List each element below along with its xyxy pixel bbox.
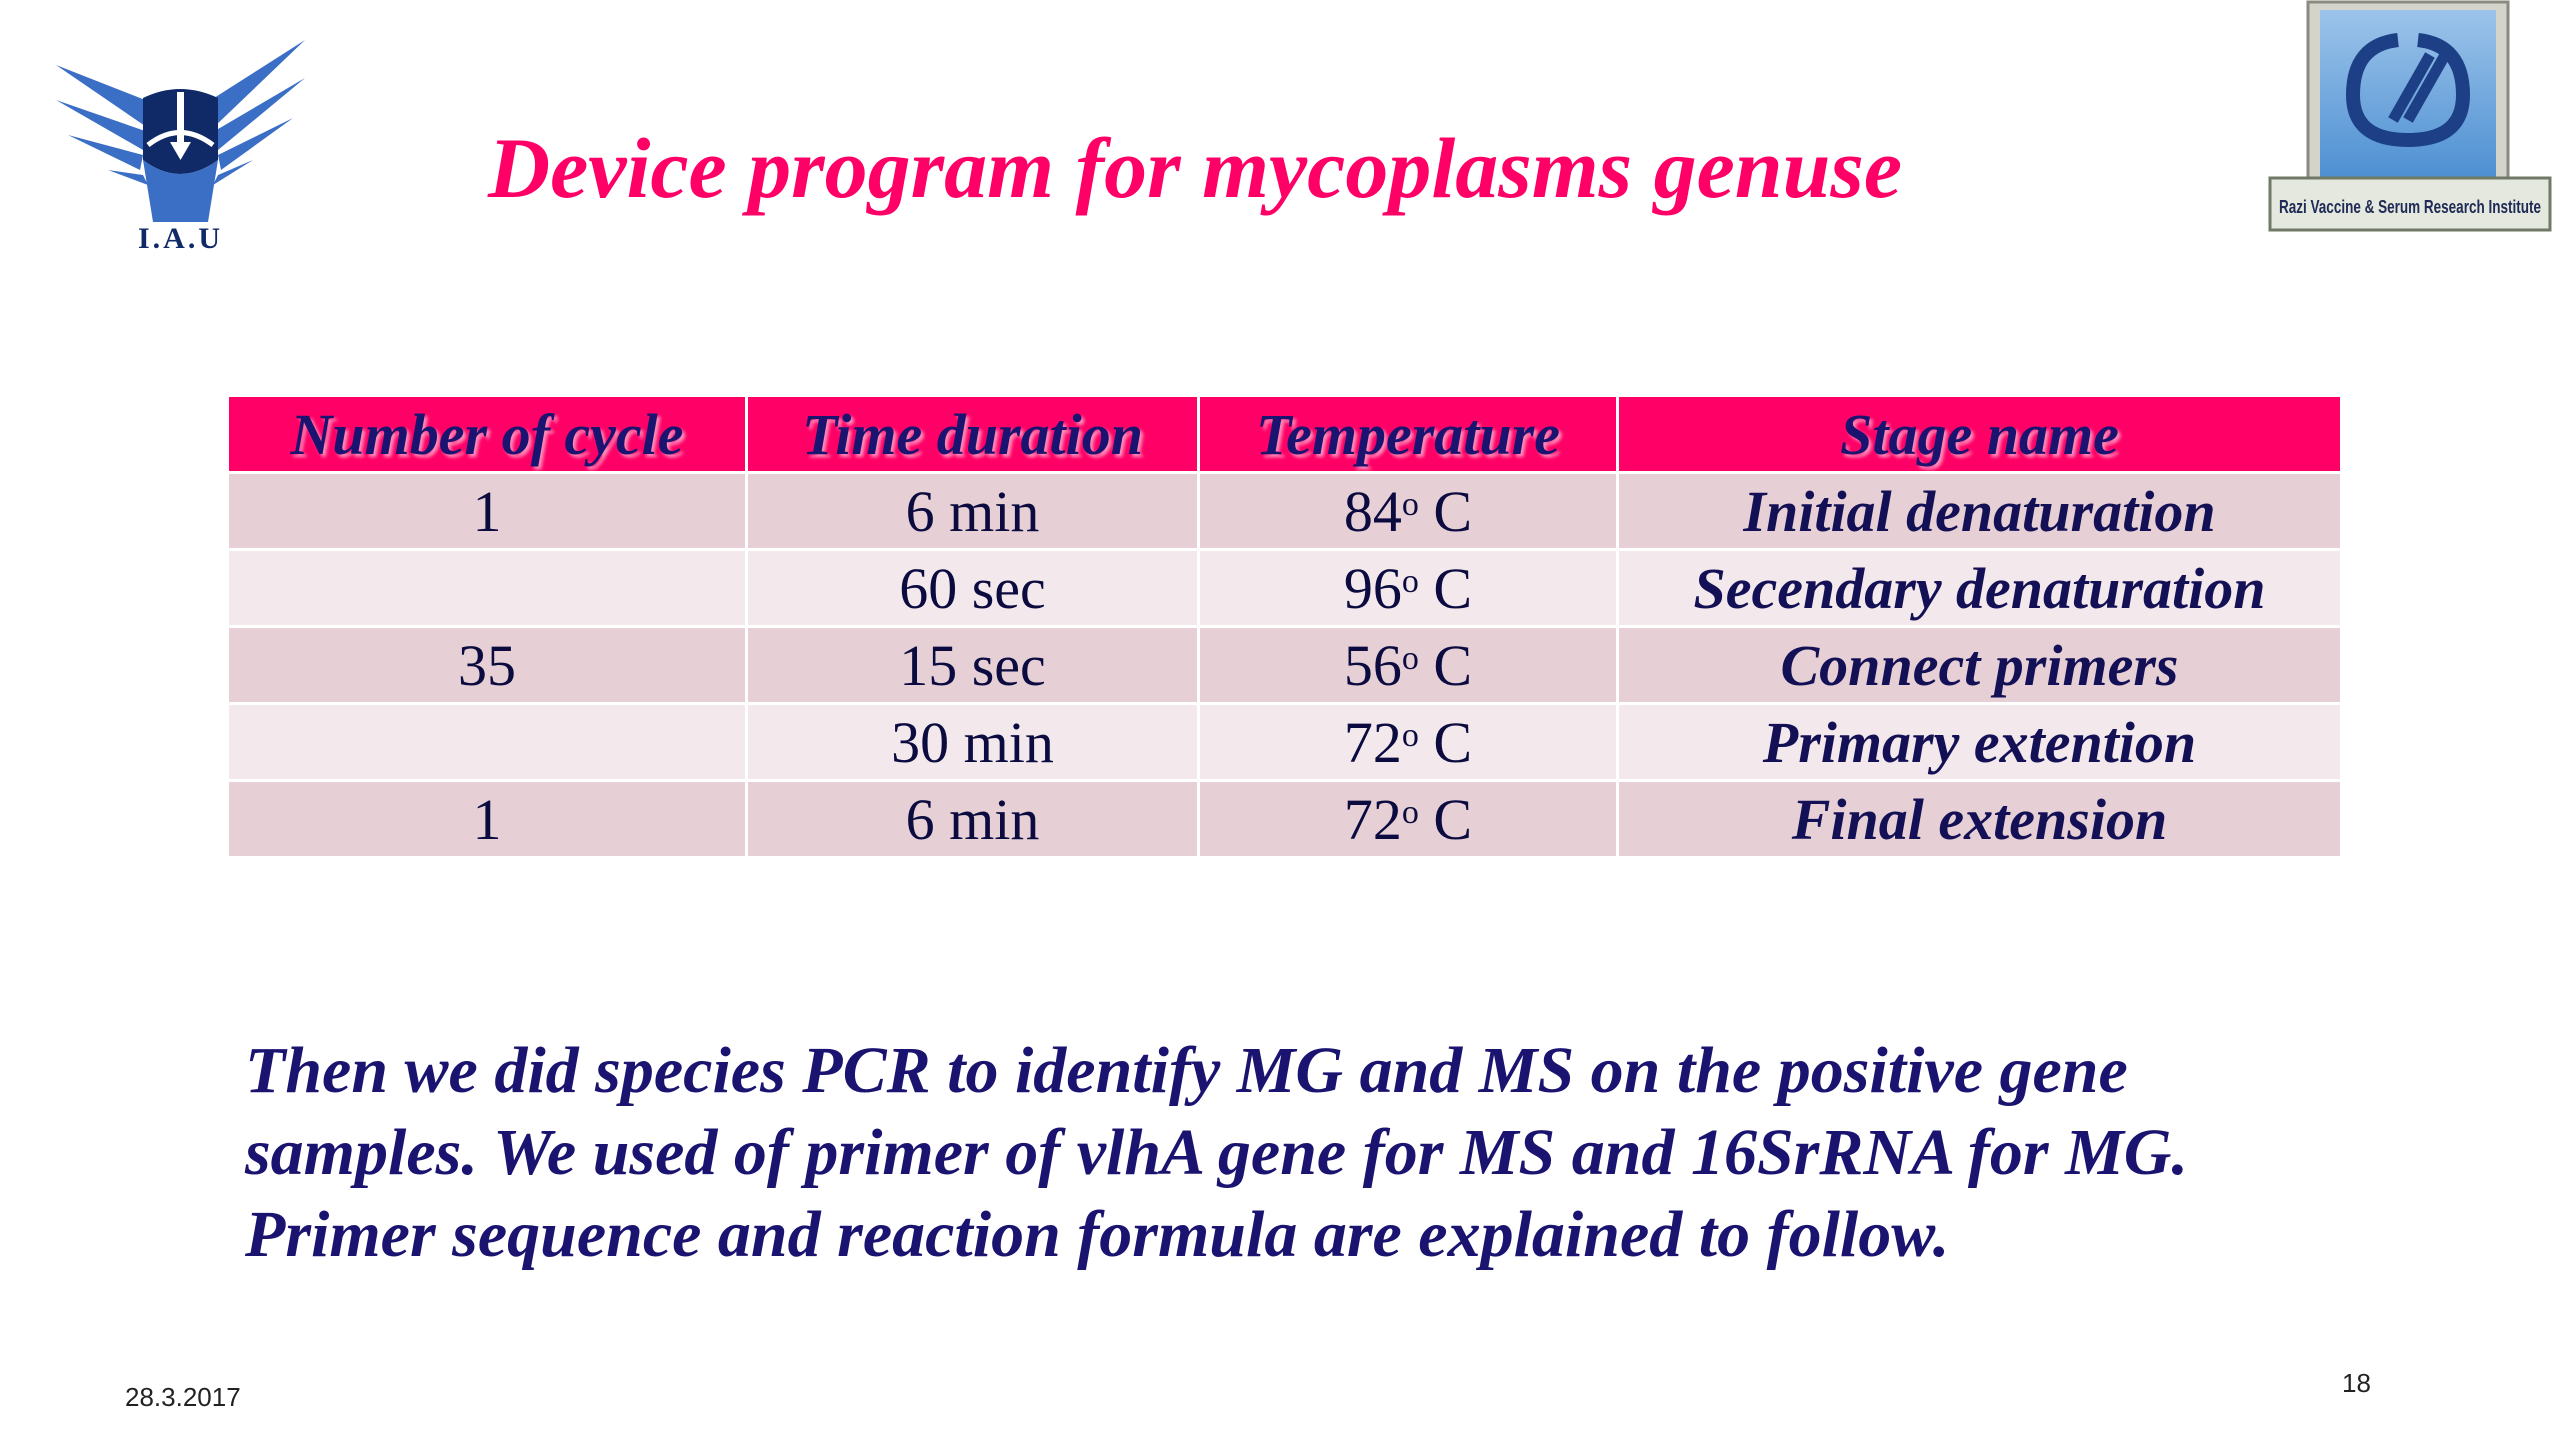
temp-value: 84 (1343, 478, 1402, 544)
pcr-program-table: Number of cycle Time duration Temperatur… (226, 394, 2343, 859)
table-row: 60 sec 96o C Secendary denaturation (226, 548, 2343, 628)
page-number: 18 (2342, 1368, 2371, 1398)
cell-stage: Final extension (1616, 779, 2343, 859)
cell-cycles (226, 702, 748, 782)
page-title: Device program for mycoplasms genuse (488, 120, 1903, 216)
paragraph-line: samples. We used of primer of vlhA gene … (245, 1116, 2188, 1189)
table-header-row: Number of cycle Time duration Temperatur… (226, 394, 2343, 474)
cell-temperature: 84o C (1197, 471, 1619, 551)
razi-institute-logo-icon: Razi Vaccine & Serum Research Institute (2268, 0, 2552, 232)
header-number-of-cycle: Number of cycle (226, 394, 748, 474)
cell-temperature: 56o C (1197, 625, 1619, 705)
cell-stage: Primary extention (1616, 702, 2343, 782)
degree-symbol: o (1401, 639, 1419, 677)
razi-logo-text: Razi Vaccine & Serum Research Institute (2279, 197, 2541, 217)
table-row: 30 min 72o C Primary extention (226, 702, 2343, 782)
cell-time: 60 sec (745, 548, 1200, 628)
iau-logo-text: I.A.U (138, 222, 223, 255)
table-row: 1 6 min 72o C Final extension (226, 779, 2343, 859)
header-stage-name: Stage name (1616, 394, 2343, 474)
temp-value: 96 (1343, 555, 1402, 621)
temp-unit: C (1433, 709, 1473, 775)
cell-cycles: 35 (226, 625, 748, 705)
temp-unit: C (1433, 478, 1473, 544)
table-row: 35 15 sec 56o C Connect primers (226, 625, 2343, 705)
cell-cycles: 1 (226, 471, 748, 551)
degree-symbol: o (1401, 793, 1419, 831)
cell-time: 15 sec (745, 625, 1200, 705)
temp-unit: C (1433, 786, 1473, 852)
table-row: 1 6 min 84o C Initial denaturation (226, 471, 2343, 551)
degree-symbol: o (1401, 716, 1419, 754)
footer-date: 28.3.2017 (125, 1382, 241, 1412)
paragraph-line: Then we did species PCR to identify MG a… (245, 1034, 2128, 1107)
temp-unit: C (1433, 555, 1473, 621)
header-time-duration: Time duration (745, 394, 1200, 474)
cell-temperature: 72o C (1197, 779, 1619, 859)
cell-temperature: 72o C (1197, 702, 1619, 782)
iau-logo-icon: I.A.U (56, 40, 305, 255)
temp-value: 72 (1343, 786, 1402, 852)
cell-stage: Connect primers (1616, 625, 2343, 705)
temp-value: 56 (1343, 632, 1402, 698)
cell-temperature: 96o C (1197, 548, 1619, 628)
cell-stage: Secendary denaturation (1616, 548, 2343, 628)
cell-cycles (226, 548, 748, 628)
cell-stage: Initial denaturation (1616, 471, 2343, 551)
header-temperature: Temperature (1197, 394, 1619, 474)
degree-symbol: o (1401, 562, 1419, 600)
cell-time: 6 min (745, 779, 1200, 859)
cell-time: 30 min (745, 702, 1200, 782)
temp-value: 72 (1343, 709, 1402, 775)
temp-unit: C (1433, 632, 1473, 698)
body-paragraph: Then we did species PCR to identify MG a… (245, 1030, 2515, 1276)
degree-symbol: o (1401, 485, 1419, 523)
paragraph-line: Primer sequence and reaction formula are… (245, 1198, 1950, 1271)
cell-time: 6 min (745, 471, 1200, 551)
cell-cycles: 1 (226, 779, 748, 859)
